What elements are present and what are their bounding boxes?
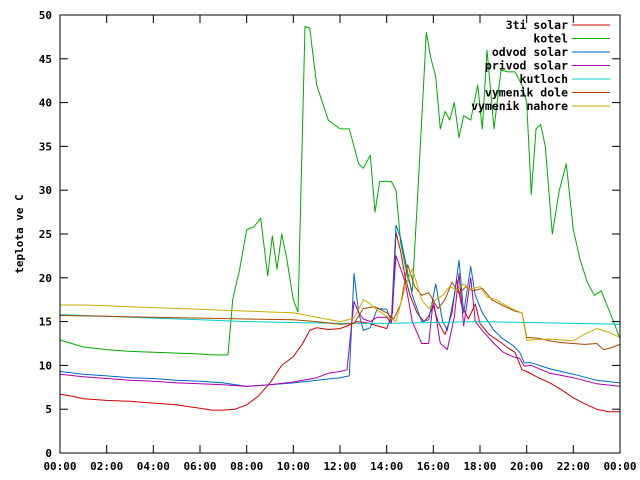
series-line-0: [59, 231, 620, 413]
y-tick-label-4: 20: [39, 272, 52, 285]
legend-label-5: vymenik dole: [485, 86, 568, 100]
legend-label-6: vymenik nahore: [471, 99, 568, 113]
y-axis-label: teplota ve C: [13, 194, 26, 273]
y-tick-label-0: 0: [45, 447, 52, 460]
legend-label-1: kotel: [533, 32, 568, 46]
legend-label-0: 3ti solar: [506, 18, 568, 32]
y-tick-label-7: 35: [39, 140, 52, 153]
series-line-4: [59, 314, 621, 325]
x-tick-label-1: 02:00: [90, 460, 123, 473]
series-line-1: [59, 25, 621, 356]
x-tick-label-7: 14:00: [370, 460, 403, 473]
x-tick-label-9: 18:00: [463, 460, 496, 473]
x-tick-label-8: 16:00: [417, 460, 450, 473]
series-line-3: [59, 255, 621, 387]
x-tick-label-10: 20:00: [510, 460, 543, 473]
legend-label-2: odvod solar: [492, 45, 568, 59]
series-line-6: [60, 268, 621, 342]
x-tick-label-3: 06:00: [183, 460, 216, 473]
y-tick-label-10: 50: [39, 9, 52, 22]
series-line-5: [59, 264, 621, 351]
x-tick-label-0: 00:00: [43, 460, 76, 473]
x-tick-label-6: 12:00: [323, 460, 356, 473]
x-tick-label-12: 00:00: [603, 460, 636, 473]
series-layer: [59, 25, 621, 413]
legend-label-3: privod solar: [485, 59, 568, 73]
y-tick-label-9: 45: [39, 53, 52, 66]
y-tick-label-6: 30: [39, 184, 52, 197]
y-tick-label-8: 40: [39, 97, 52, 110]
y-tick-label-3: 15: [39, 316, 52, 329]
x-tick-label-2: 04:00: [137, 460, 170, 473]
y-tick-label-5: 25: [39, 228, 52, 241]
y-tick-label-1: 5: [45, 403, 52, 416]
legend-label-4: kutloch: [520, 72, 569, 86]
y-tick-label-2: 10: [39, 359, 52, 372]
axes-layer: 0 5 10 15 20 25 30 35 40 45 50 00:00 02:00 04:00 06:00…: [39, 9, 637, 473]
x-tick-label-4: 08:00: [230, 460, 263, 473]
x-tick-label-5: 10:00: [277, 460, 310, 473]
series-line-2: [59, 224, 621, 387]
x-tick-label-11: 22:00: [557, 460, 590, 473]
